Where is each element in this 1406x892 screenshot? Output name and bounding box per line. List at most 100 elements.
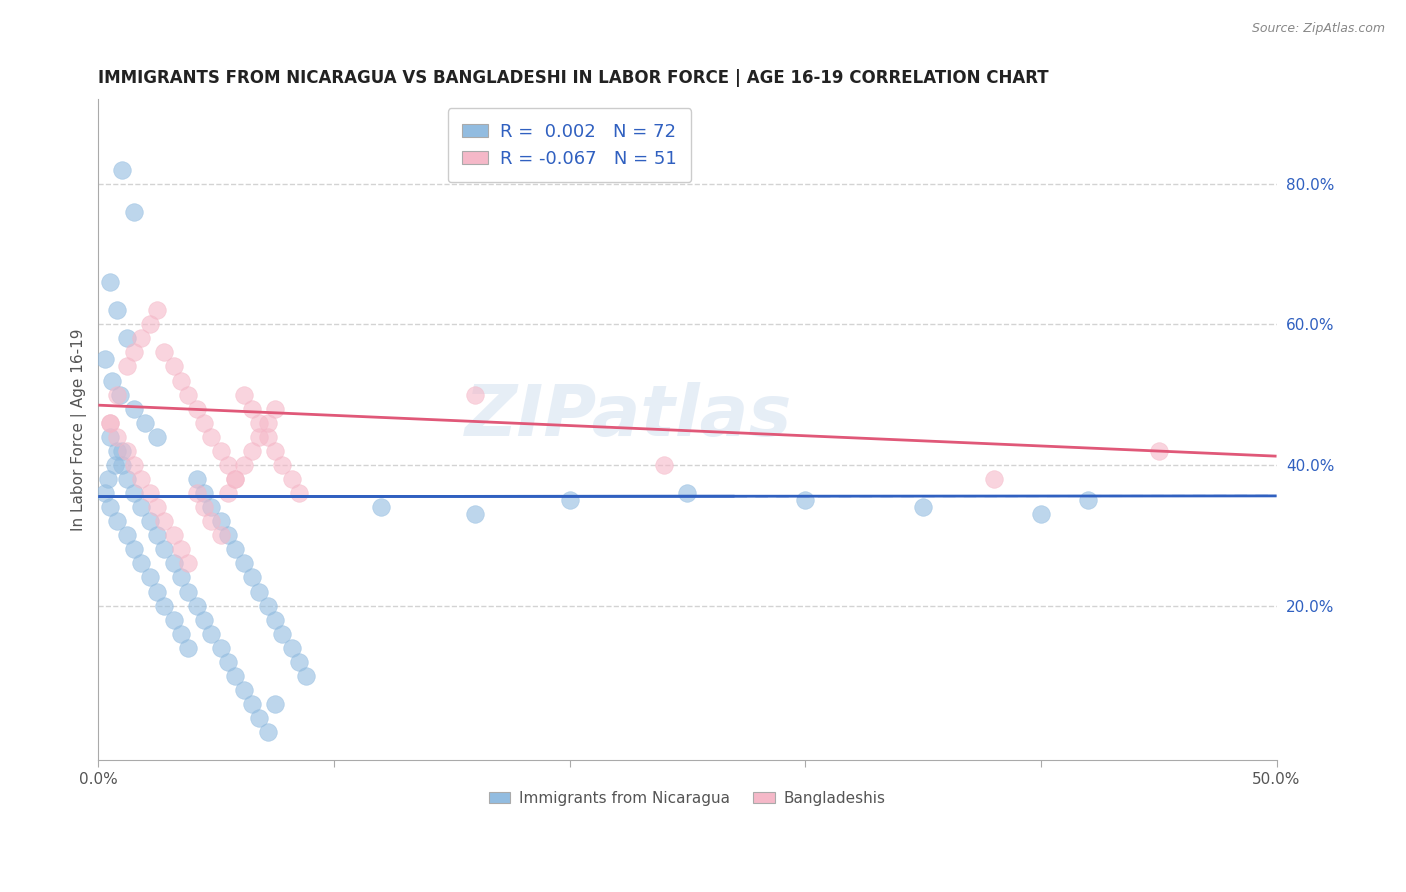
Point: [217, 655, 239, 669]
Point: [177, 557, 200, 571]
Point: [209, 640, 232, 655]
Point: [139, 486, 162, 500]
Point: [264, 443, 287, 458]
Point: [233, 458, 256, 472]
Point: [247, 711, 270, 725]
Point: [287, 486, 309, 500]
Point: [115, 472, 138, 486]
Point: [98, 430, 121, 444]
Point: [153, 345, 176, 359]
Point: [912, 500, 935, 515]
Point: [146, 500, 169, 515]
Point: [200, 627, 222, 641]
Point: [105, 443, 128, 458]
Point: [1029, 507, 1052, 521]
Point: [111, 443, 134, 458]
Point: [94, 352, 117, 367]
Point: [105, 387, 128, 401]
Point: [139, 570, 162, 584]
Point: [794, 493, 817, 508]
Point: [97, 472, 120, 486]
Point: [240, 401, 263, 416]
Point: [464, 387, 486, 401]
Text: Source: ZipAtlas.com: Source: ZipAtlas.com: [1251, 22, 1385, 36]
Point: [193, 613, 215, 627]
Point: [224, 669, 246, 683]
Point: [177, 584, 200, 599]
Text: IMMIGRANTS FROM NICARAGUA VS BANGLADESHI IN LABOR FORCE | AGE 16-19 CORRELATION : IMMIGRANTS FROM NICARAGUA VS BANGLADESHI…: [98, 69, 1049, 87]
Point: [186, 401, 208, 416]
Point: [163, 557, 186, 571]
Point: [105, 303, 128, 318]
Point: [163, 359, 186, 374]
Point: [98, 416, 121, 430]
Point: [247, 584, 270, 599]
Point: [370, 500, 392, 515]
Point: [122, 458, 145, 472]
Point: [177, 387, 200, 401]
Point: [240, 697, 263, 711]
Point: [280, 472, 302, 486]
Point: [652, 458, 675, 472]
Point: [217, 528, 239, 542]
Point: [200, 514, 222, 528]
Point: [170, 374, 193, 388]
Point: [146, 528, 169, 542]
Point: [115, 443, 138, 458]
Point: [280, 640, 302, 655]
Point: [186, 472, 208, 486]
Point: [224, 472, 246, 486]
Point: [177, 640, 200, 655]
Point: [105, 514, 128, 528]
Point: [115, 359, 138, 374]
Point: [163, 613, 186, 627]
Point: [240, 443, 263, 458]
Point: [153, 514, 176, 528]
Point: [224, 472, 246, 486]
Point: [264, 697, 287, 711]
Point: [111, 458, 134, 472]
Point: [676, 486, 699, 500]
Point: [193, 486, 215, 500]
Point: [163, 528, 186, 542]
Point: [240, 570, 263, 584]
Point: [139, 514, 162, 528]
Point: [294, 669, 316, 683]
Point: [209, 443, 232, 458]
Point: [217, 486, 239, 500]
Point: [115, 331, 138, 345]
Point: [1147, 443, 1170, 458]
Point: [271, 458, 294, 472]
Point: [247, 430, 270, 444]
Point: [200, 430, 222, 444]
Point: [233, 387, 256, 401]
Point: [101, 374, 124, 388]
Point: [217, 458, 239, 472]
Point: [224, 542, 246, 557]
Point: [193, 416, 215, 430]
Point: [105, 430, 128, 444]
Point: [115, 528, 138, 542]
Point: [129, 472, 152, 486]
Point: [287, 655, 309, 669]
Point: [200, 500, 222, 515]
Point: [146, 430, 169, 444]
Point: [104, 458, 127, 472]
Point: [193, 500, 215, 515]
Point: [153, 542, 176, 557]
Point: [1077, 493, 1099, 508]
Legend: Immigrants from Nicaragua, Bangladeshis: Immigrants from Nicaragua, Bangladeshis: [482, 785, 891, 813]
Point: [983, 472, 1005, 486]
Point: [153, 599, 176, 613]
Point: [257, 430, 280, 444]
Point: [129, 557, 152, 571]
Point: [209, 514, 232, 528]
Point: [464, 507, 486, 521]
Point: [146, 303, 169, 318]
Point: [146, 584, 169, 599]
Point: [170, 570, 193, 584]
Point: [129, 500, 152, 515]
Point: [257, 599, 280, 613]
Point: [122, 204, 145, 219]
Point: [209, 528, 232, 542]
